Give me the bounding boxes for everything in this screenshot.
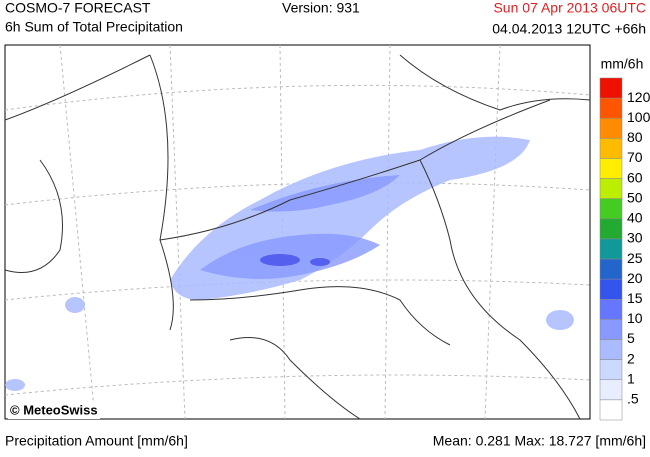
legend-label: .5	[627, 391, 639, 407]
legend-swatch	[599, 97, 623, 119]
legend-label: 1	[627, 370, 635, 386]
legend-label: 10	[627, 310, 643, 326]
legend-label: 30	[627, 230, 643, 246]
version: Version: 931	[282, 0, 360, 16]
legend-label: 20	[627, 270, 643, 286]
legend-swatch	[599, 158, 623, 179]
legend-label: 15	[627, 290, 643, 306]
legend-swatch	[599, 117, 623, 139]
run-time: 04.04.2013 12UTC +66h	[492, 21, 646, 37]
legend-swatch	[599, 218, 623, 240]
legend-swatch	[599, 258, 623, 280]
legend-swatch	[599, 299, 623, 320]
legend-label: 120	[627, 89, 650, 105]
legend-label: 80	[627, 129, 643, 145]
legend-label: 100	[627, 109, 650, 125]
legend-title: mm/6h	[601, 56, 644, 72]
legend-label: 5	[627, 330, 635, 346]
legend-label: 25	[627, 250, 643, 266]
legend-swatch	[599, 238, 623, 260]
legend-label: 70	[627, 149, 643, 165]
legend-label: 60	[627, 169, 643, 185]
legend-label: 50	[627, 189, 643, 205]
credit: © MeteoSwiss	[10, 402, 98, 417]
legend-label: 40	[627, 210, 643, 226]
footer-stats: Mean: 0.281 Max: 18.727 [mm/6h]	[433, 433, 646, 449]
product-subtitle: 6h Sum of Total Precipitation	[5, 19, 183, 35]
product-title: COSMO-7 FORECAST	[5, 0, 151, 16]
legend-swatch	[599, 339, 623, 360]
footer-quantity: Precipitation Amount [mm/6h]	[5, 433, 188, 449]
legend-swatch	[599, 379, 623, 401]
legend-label: 2	[627, 350, 635, 366]
legend-swatch	[599, 198, 623, 220]
legend-swatch	[599, 399, 623, 421]
legend-swatch	[599, 178, 623, 199]
legend-swatch	[599, 138, 623, 159]
legend-swatch	[599, 278, 623, 300]
legend: 120 100 80 70 60 50 40 30 25 20 15 10 5 2 1 .5	[599, 77, 650, 421]
valid-time: Sun 07 Apr 2013 06UTC	[493, 0, 646, 16]
legend-swatch	[599, 319, 623, 340]
legend-swatch	[599, 77, 623, 99]
legend-swatch	[599, 359, 623, 381]
map-area: © MeteoSwiss	[4, 44, 591, 420]
